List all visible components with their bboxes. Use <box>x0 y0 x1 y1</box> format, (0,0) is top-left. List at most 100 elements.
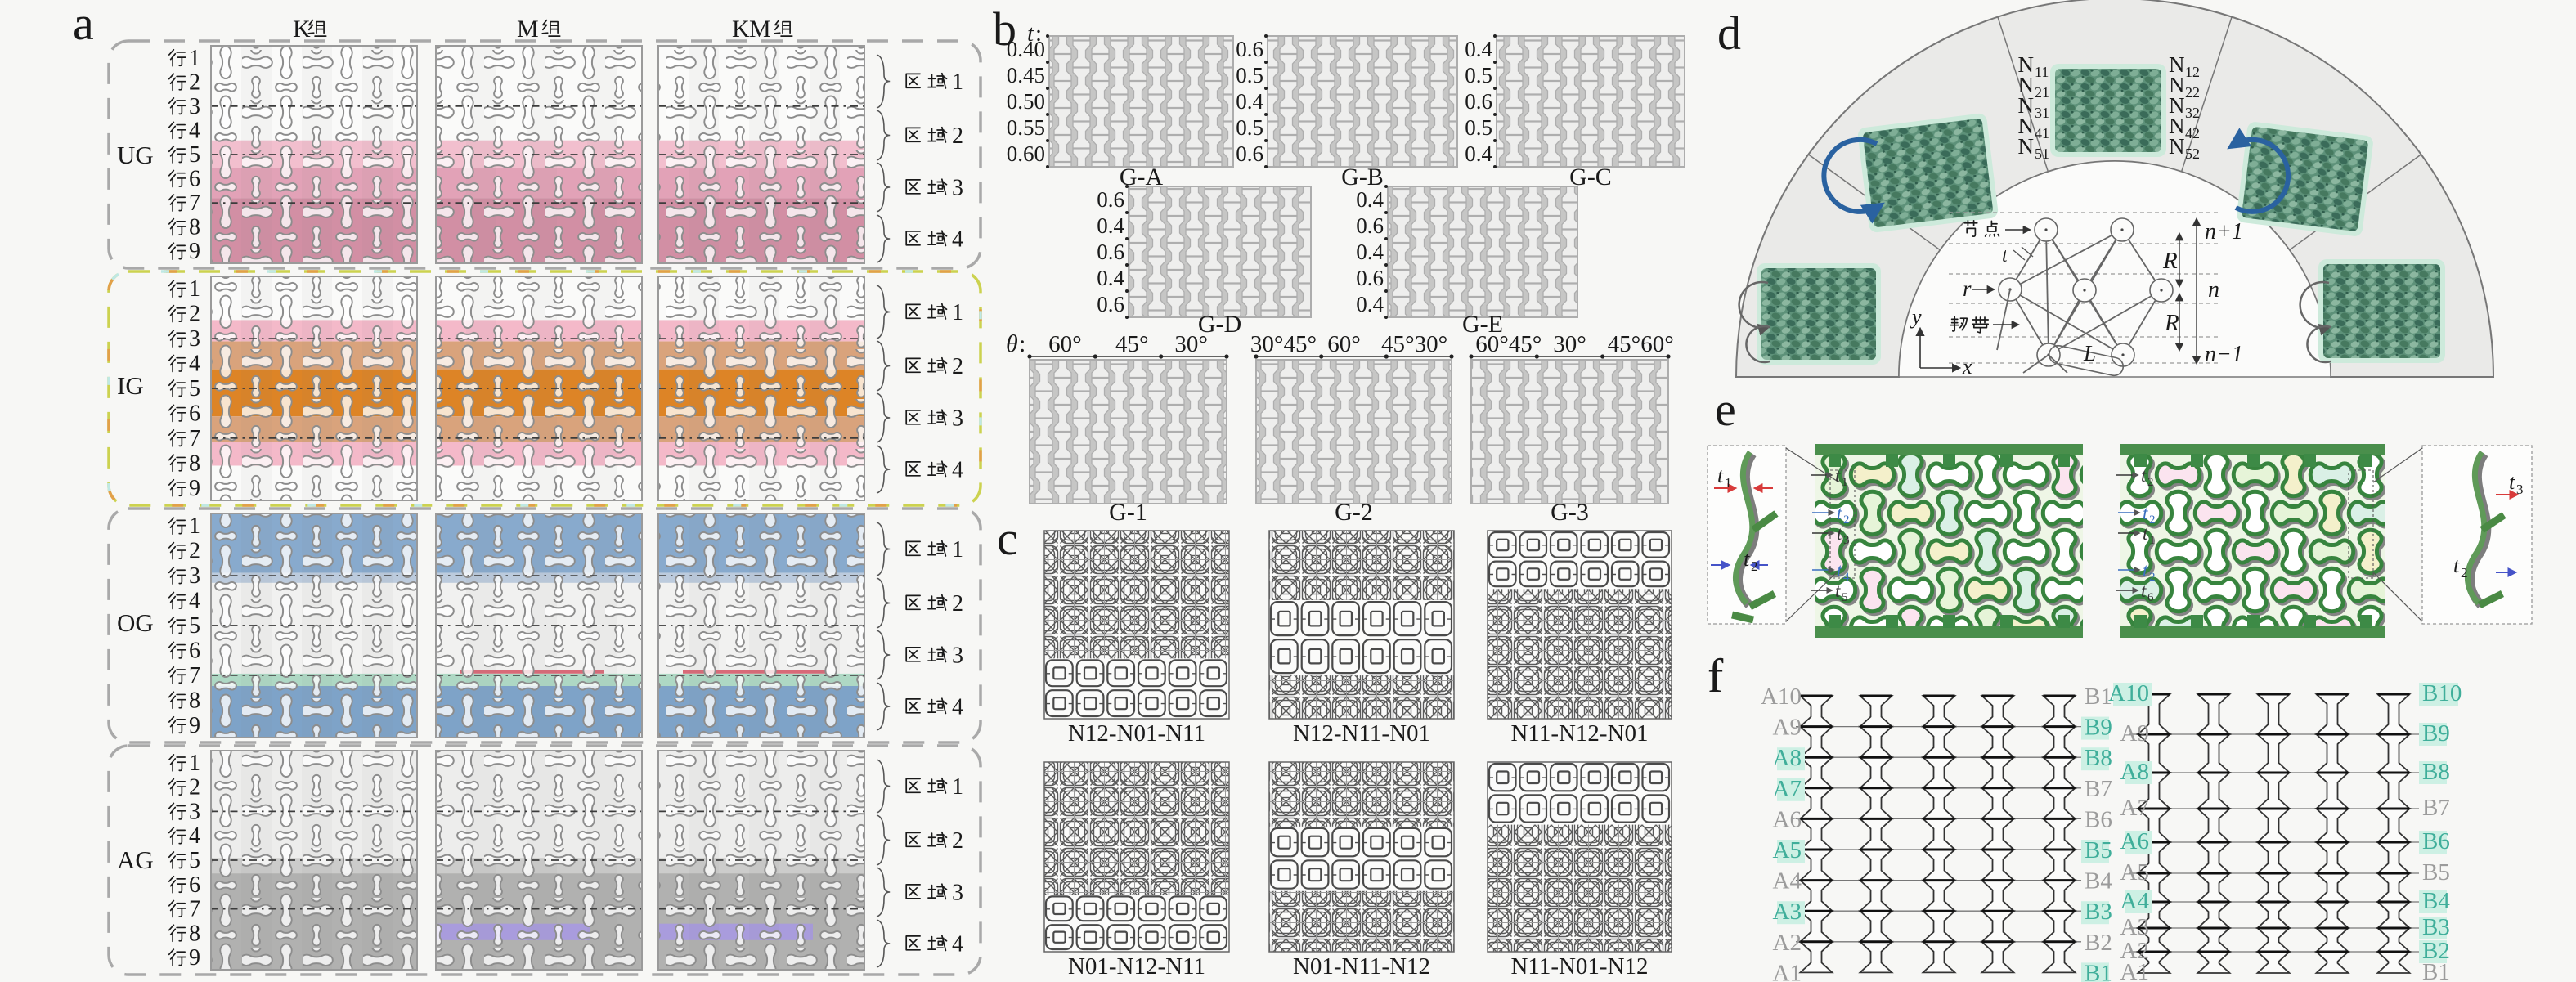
svg-text:t: t <box>2143 503 2148 523</box>
svg-text:t: t <box>2002 245 2008 267</box>
svg-text:0.6: 0.6 <box>1356 266 1384 290</box>
svg-text:N: N <box>2018 134 2035 159</box>
svg-text:52: 52 <box>2185 146 2200 162</box>
svg-text:N11-N12-N01: N11-N12-N01 <box>1510 720 1648 747</box>
svg-text:4: 4 <box>952 931 963 957</box>
svg-text:45°30°: 45°30° <box>1381 331 1447 357</box>
svg-text:6: 6 <box>189 872 200 898</box>
svg-text:N: N <box>2169 73 2185 97</box>
svg-text:t: t <box>2143 560 2148 581</box>
svg-text:2: 2 <box>952 354 963 379</box>
svg-text:G-D: G-D <box>1198 311 1241 338</box>
svg-text:4: 4 <box>952 457 963 482</box>
svg-text:t: t <box>2453 554 2460 577</box>
svg-text:6: 6 <box>189 638 200 663</box>
svg-text:3: 3 <box>189 563 200 589</box>
svg-text:A3: A3 <box>2120 914 2149 940</box>
svg-text:0.5: 0.5 <box>1465 115 1492 140</box>
svg-text:2: 2 <box>2461 565 2468 581</box>
svg-text:1: 1 <box>1725 475 1732 491</box>
svg-text:A6: A6 <box>1773 806 1802 832</box>
svg-text:B2: B2 <box>2422 938 2450 964</box>
svg-text:n−1: n−1 <box>2205 342 2243 367</box>
svg-text:30°: 30° <box>1553 331 1586 357</box>
svg-text:N: N <box>2018 52 2035 77</box>
svg-text:4: 4 <box>189 352 200 377</box>
svg-text:45°60°: 45°60° <box>1608 331 1674 357</box>
svg-text:2: 2 <box>2149 571 2156 584</box>
svg-text:32: 32 <box>2185 105 2200 121</box>
svg-text:A5: A5 <box>1773 837 1802 863</box>
svg-text:N: N <box>2169 93 2185 118</box>
svg-text:A10: A10 <box>2108 680 2149 706</box>
svg-text:n: n <box>2208 277 2219 303</box>
svg-text:1: 1 <box>2149 534 2156 547</box>
svg-text:2: 2 <box>1843 513 1850 527</box>
svg-text:8: 8 <box>189 688 200 713</box>
svg-text:N: N <box>2169 52 2185 77</box>
svg-text:A1: A1 <box>1773 960 1802 982</box>
svg-text:42: 42 <box>2185 125 2200 141</box>
svg-text:9: 9 <box>189 239 200 264</box>
svg-text:0.4: 0.4 <box>1465 141 1492 166</box>
svg-text:3: 3 <box>952 406 963 431</box>
svg-text:8: 8 <box>189 451 200 476</box>
svg-text:t: t <box>2509 470 2515 494</box>
svg-text:B1: B1 <box>2422 959 2450 982</box>
svg-text:1: 1 <box>952 70 963 95</box>
svg-text:0.45: 0.45 <box>1007 63 1045 87</box>
svg-text:B3: B3 <box>2422 914 2450 940</box>
svg-text:G-3: G-3 <box>1551 499 1589 526</box>
svg-text:6: 6 <box>189 167 200 192</box>
svg-text:0.60: 0.60 <box>1007 141 1045 166</box>
svg-text:A8: A8 <box>1773 745 1802 771</box>
svg-text:B4: B4 <box>2422 888 2450 914</box>
svg-text:1: 1 <box>952 774 963 800</box>
svg-text:9: 9 <box>189 945 200 971</box>
svg-text:1: 1 <box>952 537 963 563</box>
svg-text:30°45°: 30°45° <box>1250 331 1317 357</box>
svg-text:A2: A2 <box>1773 930 1802 956</box>
svg-text:2: 2 <box>189 539 200 564</box>
svg-text:0.55: 0.55 <box>1007 115 1045 140</box>
svg-text:2: 2 <box>189 775 200 800</box>
svg-text:21: 21 <box>2035 84 2049 101</box>
svg-text:A10: A10 <box>1761 684 1802 710</box>
svg-text:6: 6 <box>189 401 200 426</box>
svg-text:A6: A6 <box>2120 828 2149 854</box>
svg-text:2: 2 <box>952 591 963 617</box>
svg-text:41: 41 <box>2035 125 2049 141</box>
svg-text:4: 4 <box>189 823 200 849</box>
svg-text:a: a <box>73 0 94 50</box>
svg-text:8: 8 <box>189 215 200 240</box>
svg-text:R: R <box>2162 248 2178 274</box>
svg-text:N: N <box>2169 114 2185 138</box>
svg-text:2: 2 <box>189 302 200 327</box>
svg-text:2: 2 <box>189 70 200 95</box>
svg-text:1: 1 <box>189 513 200 539</box>
svg-text:3: 3 <box>1843 534 1850 547</box>
svg-text:0.6: 0.6 <box>1097 292 1124 316</box>
svg-text:L: L <box>2083 341 2096 365</box>
svg-text:G-2: G-2 <box>1335 499 1373 526</box>
svg-text:B3: B3 <box>2085 899 2112 925</box>
svg-text:0.4: 0.4 <box>1356 240 1384 264</box>
svg-text:A9: A9 <box>2120 720 2149 747</box>
svg-text:9: 9 <box>189 713 200 738</box>
svg-text:A2: A2 <box>2120 938 2149 964</box>
svg-text:G-E: G-E <box>1462 311 1503 338</box>
svg-text::: : <box>1019 330 1025 357</box>
svg-text:0.4: 0.4 <box>1465 37 1492 61</box>
svg-text:A7: A7 <box>1773 776 1802 802</box>
svg-text:x: x <box>1962 355 1972 379</box>
svg-text:B7: B7 <box>2085 776 2112 802</box>
svg-text:2: 2 <box>1751 558 1758 574</box>
svg-text:3: 3 <box>2516 482 2524 497</box>
svg-text:0.6: 0.6 <box>1097 187 1124 212</box>
svg-text:4: 4 <box>189 589 200 614</box>
svg-text:f: f <box>1708 649 1724 702</box>
svg-text:B8: B8 <box>2422 759 2450 785</box>
svg-text:N11-N01-N12: N11-N01-N12 <box>1510 953 1648 980</box>
svg-text:K: K <box>732 16 750 43</box>
svg-text:N01-N11-N12: N01-N11-N12 <box>1293 953 1430 980</box>
